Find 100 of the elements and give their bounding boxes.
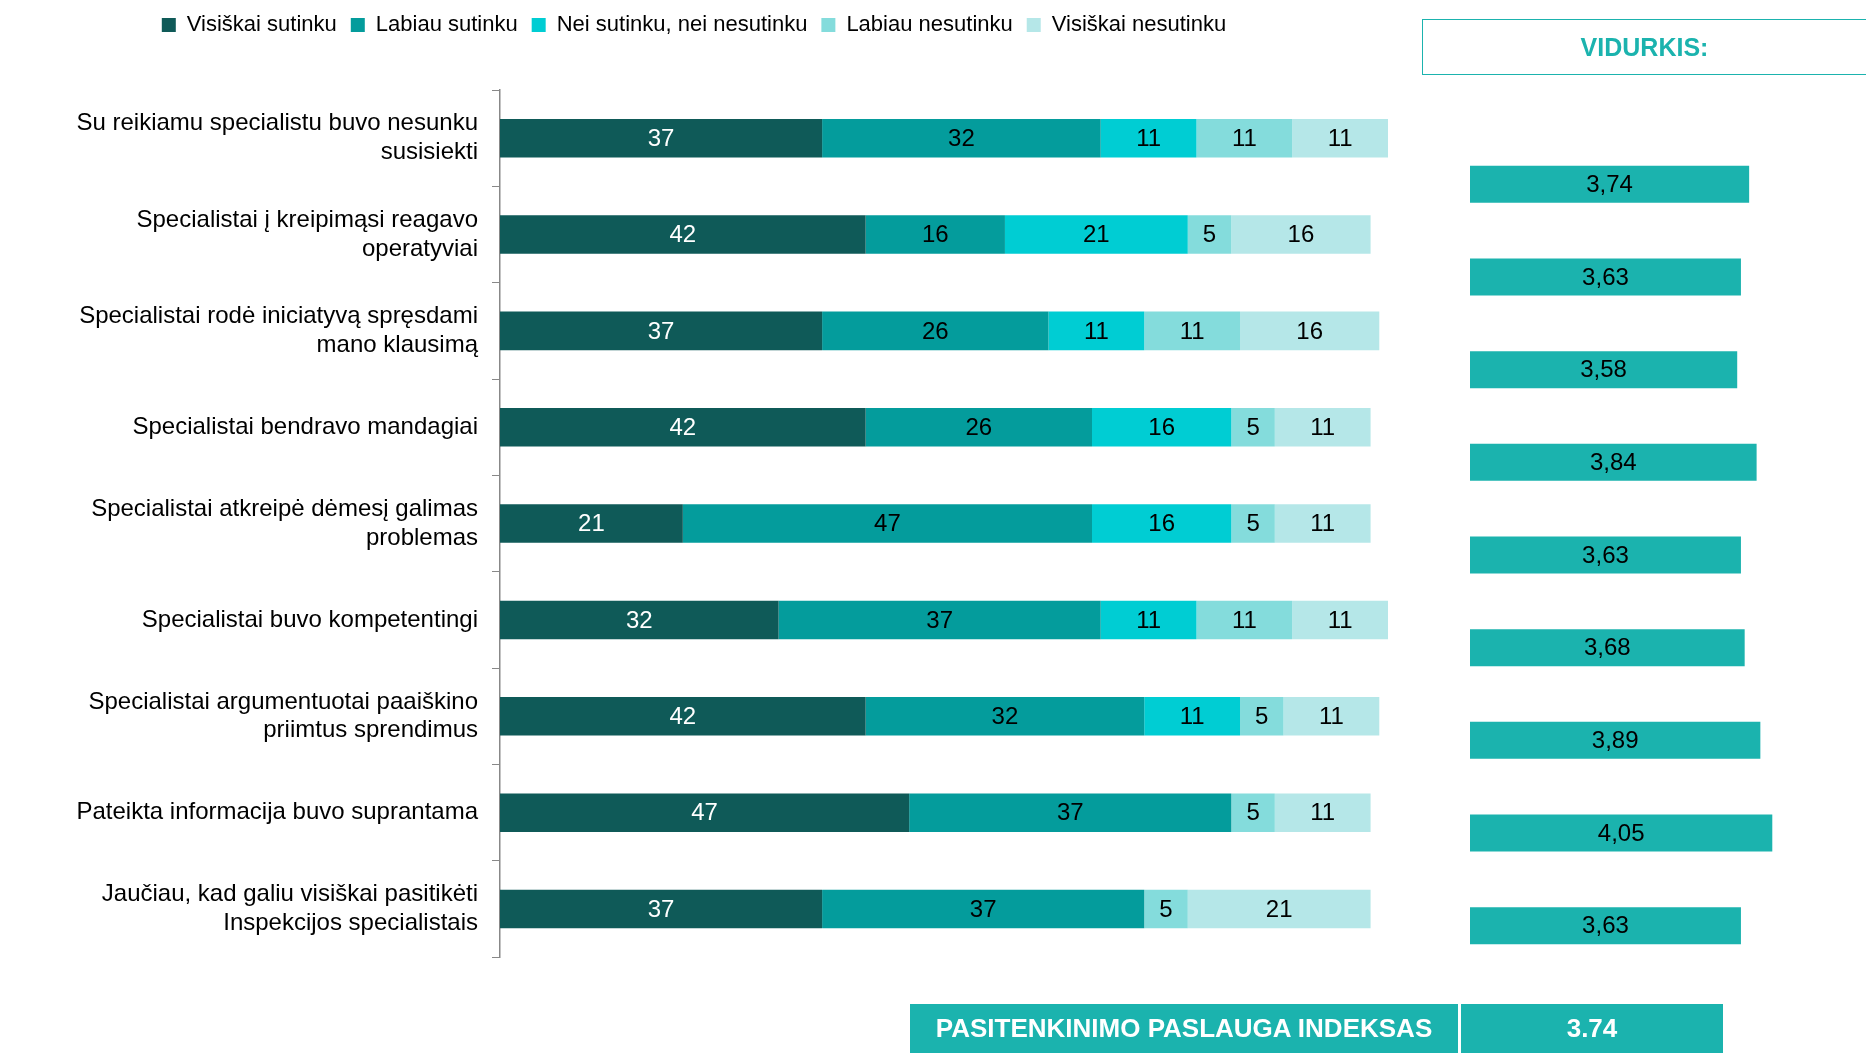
data-label: 11	[1310, 509, 1336, 537]
text: PASITENKINIMO PASLAUGA INDEKSAS	[910, 1004, 1458, 1053]
data-label: 11	[1310, 798, 1336, 826]
data-label: 32	[625, 605, 653, 633]
data-label: 5	[1246, 798, 1260, 826]
data-label: 3,84	[1589, 447, 1637, 475]
data-label: 16	[921, 220, 949, 248]
bar	[1092, 407, 1232, 447]
bar	[865, 215, 1005, 254]
bar	[1144, 697, 1240, 736]
data-label: 5	[1255, 701, 1269, 729]
data-label: 37	[1056, 798, 1084, 826]
bar	[1274, 407, 1371, 447]
legend-label: Labiau nesutinku	[846, 11, 1013, 37]
bar	[500, 793, 910, 832]
bar	[1292, 600, 1388, 640]
data-label: 16	[1296, 316, 1323, 344]
y-tick-label: Jaučiau, kad galiu visiškai pasitikėti Inspekcijos specialistais	[101, 879, 478, 936]
data-label: 4,05	[1597, 818, 1645, 846]
bar	[500, 697, 866, 736]
data-label: 21	[1265, 894, 1293, 922]
bar	[500, 118, 823, 158]
y-tick-label: Specialistai atkreipė dėmesį galimas problemas	[91, 493, 478, 550]
bar	[1144, 889, 1188, 929]
bar	[822, 311, 1049, 351]
bar	[1292, 118, 1388, 158]
data-label: 42	[669, 701, 697, 729]
legend-label: Visiškai nesutinku	[1051, 11, 1227, 37]
data-label: 3,68	[1583, 633, 1631, 661]
data-label: 21	[1083, 220, 1110, 248]
bar	[1187, 215, 1232, 254]
data-label: 5	[1246, 509, 1260, 537]
data-label: 5	[1246, 412, 1260, 440]
data-label: 11	[1310, 412, 1336, 440]
bar	[1240, 697, 1284, 736]
bar	[500, 407, 866, 447]
legend-label: Labiau sutinku	[375, 11, 518, 37]
data-label: 11	[1231, 605, 1257, 633]
data-label: 11	[1327, 605, 1353, 633]
bar	[778, 600, 1101, 640]
data-label: 47	[691, 798, 718, 826]
bar	[1100, 118, 1197, 158]
bar	[822, 889, 1145, 929]
data-label: 11	[1318, 701, 1344, 729]
data-label: 21	[578, 509, 605, 537]
bar	[682, 504, 1092, 543]
bar	[1274, 793, 1371, 832]
data-label: 11	[1231, 123, 1257, 151]
data-label: 37	[969, 894, 997, 922]
data-label: 37	[647, 123, 675, 151]
bar	[1196, 600, 1293, 640]
data-label: 3,63	[1582, 540, 1629, 568]
bar	[865, 407, 1092, 447]
bar	[500, 600, 779, 640]
data-label: 16	[1287, 220, 1315, 248]
bar	[1231, 215, 1371, 254]
data-label: 26	[965, 412, 993, 440]
data-label: 11	[1179, 316, 1205, 344]
bar	[500, 504, 683, 543]
data-label: 11	[1179, 701, 1205, 729]
data-label: 37	[647, 316, 675, 344]
bar	[1048, 311, 1145, 351]
data-label: 5	[1202, 220, 1217, 248]
chart-title: VIDURKIS:	[1422, 19, 1866, 75]
bar	[500, 889, 823, 929]
bar	[500, 215, 866, 254]
data-label: 3,63	[1582, 911, 1629, 939]
bar	[500, 311, 823, 351]
bar	[1240, 311, 1380, 351]
bar	[1196, 118, 1293, 158]
data-label: 3,58	[1580, 355, 1627, 383]
data-label: 5	[1159, 894, 1173, 922]
y-tick-label: Pateikta informacija buvo suprantama	[76, 797, 479, 825]
data-label: 11	[1136, 123, 1162, 151]
bar	[1004, 215, 1188, 254]
bar	[1274, 504, 1371, 543]
y-tick-label: Specialistai į kreipimąsi reagavo operatyviai	[136, 204, 478, 261]
bar	[1283, 697, 1380, 736]
data-label: 47	[874, 509, 901, 537]
data-label: 32	[948, 123, 975, 151]
bar	[1100, 600, 1197, 640]
data-label: 3,89	[1591, 725, 1639, 753]
data-label: 11	[1136, 605, 1162, 633]
legend-label: Visiškai sutinku	[186, 11, 337, 37]
y-tick-label: Su reikiamu specialistu buvo nesunku susisiekti	[76, 108, 478, 165]
y-tick-label: Specialistai rodė iniciatyvą spręsdami mano klausimą	[79, 301, 479, 357]
legend-label: Nei sutinku, nei nesutinku	[556, 11, 808, 37]
y-tick-label: Specialistai buvo kompetentingi	[141, 604, 478, 632]
bar	[1187, 889, 1371, 929]
data-label: 3,63	[1582, 262, 1629, 290]
data-label: 37	[926, 605, 953, 633]
data-label: 11	[1083, 316, 1109, 344]
data-label: 16	[1148, 509, 1175, 537]
bar	[1231, 407, 1275, 447]
bar	[909, 793, 1232, 832]
bar	[1092, 504, 1232, 543]
data-label: 16	[1148, 412, 1175, 440]
data-label: 42	[669, 220, 697, 248]
text: 3.74	[1461, 1004, 1723, 1053]
data-label: 42	[669, 412, 697, 440]
